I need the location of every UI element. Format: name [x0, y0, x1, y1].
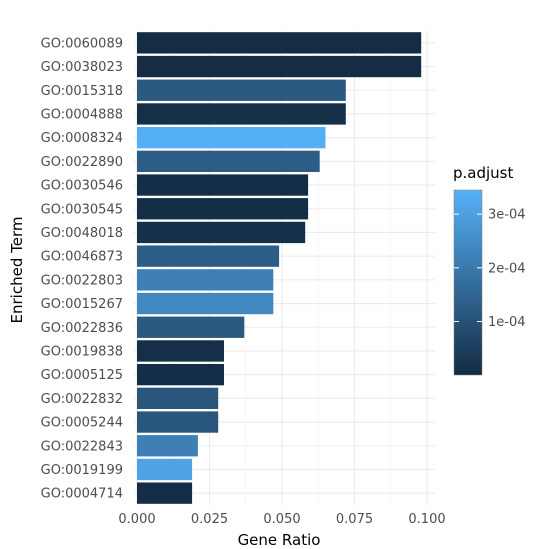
bar	[137, 316, 245, 338]
x-tick-labels: 0.000 0.025 0.050 0.075 0.100	[118, 512, 445, 527]
y-tick-label: GO:0019199	[41, 463, 123, 478]
y-tick-label: GO:0030545	[41, 202, 123, 217]
bar	[137, 340, 224, 362]
y-tick-label: GO:0022890	[41, 155, 123, 170]
y-tick-label: GO:0004888	[41, 107, 123, 122]
x-tick-label: 0.075	[336, 512, 373, 527]
y-tick-label: GO:0008324	[41, 131, 123, 146]
bar	[137, 103, 346, 125]
bars-group	[137, 32, 422, 504]
bar	[137, 150, 320, 173]
x-tick-label: 0.050	[263, 512, 300, 527]
y-tick-labels: GO:0060089 GO:0038023 GO:0015318 GO:0004888…	[41, 36, 123, 501]
bar	[137, 55, 422, 78]
x-axis-title: Gene Ratio	[238, 531, 321, 549]
bar	[137, 363, 224, 386]
legend-tick-label: 3e-04	[488, 208, 526, 223]
bar	[137, 482, 193, 504]
bar	[137, 32, 422, 54]
y-tick-label: GO:0019838	[41, 344, 123, 359]
legend-ticks: 1e-04 2e-04 3e-04	[454, 208, 526, 330]
y-tick-label: GO:0015318	[41, 84, 123, 99]
x-tick-label: 0.000	[118, 512, 155, 527]
bar	[137, 269, 274, 291]
color-legend: p.adjust 1e-04 2e-04 3e-04	[453, 164, 526, 376]
legend-colorbar	[453, 189, 483, 376]
bar	[137, 411, 219, 433]
y-tick-label: GO:0022803	[41, 273, 123, 288]
bar	[137, 435, 198, 457]
y-tick-label: GO:0005125	[41, 368, 123, 383]
y-tick-label: GO:0046873	[41, 250, 123, 265]
x-tick-label: 0.100	[408, 512, 445, 527]
y-tick-label: GO:0015267	[41, 297, 123, 312]
bar	[137, 458, 193, 481]
y-axis-title: Enriched Term	[8, 217, 26, 324]
bar	[137, 387, 219, 410]
bar	[137, 292, 274, 315]
bar	[137, 245, 280, 267]
bar	[137, 198, 309, 220]
bar	[137, 79, 346, 101]
y-tick-label: GO:0022832	[41, 392, 123, 407]
y-tick-label: GO:0022836	[41, 321, 123, 336]
bar	[137, 221, 306, 244]
bar	[137, 174, 309, 196]
y-tick-label: GO:0030546	[41, 179, 123, 194]
legend-title: p.adjust	[453, 164, 513, 182]
x-tick-label: 0.025	[191, 512, 228, 527]
bar	[137, 126, 326, 149]
y-tick-label: GO:0004714	[41, 487, 123, 502]
y-tick-label: GO:0060089	[41, 36, 123, 51]
legend-tick-label: 2e-04	[488, 261, 526, 276]
legend-tick-label: 1e-04	[488, 315, 526, 330]
y-tick-label: GO:0048018	[41, 226, 123, 241]
y-tick-label: GO:0005244	[41, 416, 123, 431]
y-tick-label: GO:0022843	[41, 439, 123, 454]
y-tick-label: GO:0038023	[41, 60, 123, 75]
